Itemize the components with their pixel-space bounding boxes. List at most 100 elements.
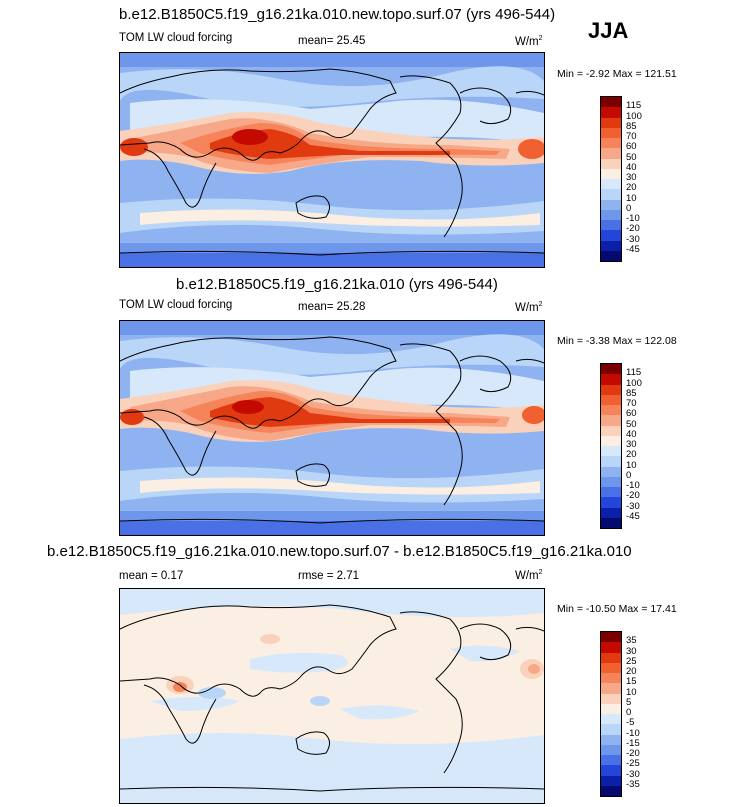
panel-1-colorbar-swatch xyxy=(601,230,621,241)
panel-1-colorbar-swatch xyxy=(601,127,621,138)
panel-2-colorbar-swatch xyxy=(601,405,621,416)
panel-1-colorbar-label: 20 xyxy=(626,182,637,194)
panel-1-colorbar xyxy=(600,96,622,262)
panel-1-colorbar-swatch xyxy=(601,209,621,220)
panel-2-colorbar-swatch xyxy=(601,425,621,436)
panel-3-rmse-label: rmse = 2.71 xyxy=(298,570,360,582)
panel-3-colorbar-swatch xyxy=(601,662,621,673)
panel-1-colorbar-label: 115 xyxy=(626,100,642,112)
panel-3-colorbar-label: -5 xyxy=(626,717,635,729)
panel-3-map xyxy=(119,588,545,804)
panel-1-colorbar-label: 30 xyxy=(626,172,637,183)
panel-3-colorbar-swatch xyxy=(601,744,621,755)
panel-3-colorbar-swatch xyxy=(601,683,621,694)
panel-2-minmax: Min = -3.38 Max = 122.08 xyxy=(557,335,677,347)
panel-2-colorbar-label: 40 xyxy=(626,428,637,440)
panel-3-colorbar-swatch xyxy=(601,642,621,653)
panel-2-colorbar-label: -30 xyxy=(626,500,640,512)
panel-1-colorbar-label: 70 xyxy=(626,131,637,142)
panel-1-minmax: Min = -2.92 Max = 121.51 xyxy=(557,68,677,80)
panel-2-colorbar-swatch xyxy=(601,394,621,405)
panel-2-colorbar-label: 115 xyxy=(626,367,642,379)
panel-3-colorbar-swatch xyxy=(601,632,621,643)
panel-2-variable-label: TOM LW cloud forcing xyxy=(119,299,233,311)
panel-3-colorbar-swatch xyxy=(601,734,621,745)
panel-3-minmax: Min = -10.50 Max = 17.41 xyxy=(557,603,677,615)
panel-3-colorbar-swatch xyxy=(601,765,621,776)
panel-2-colorbar-label: 30 xyxy=(626,439,637,450)
panel-3-units: W/m2 xyxy=(515,569,543,582)
panel-3-title: b.e12.B1850C5.f19_g16.21ka.010.new.topo.… xyxy=(47,543,632,560)
panel-2-colorbar-label: 85 xyxy=(626,387,637,399)
panel-2-colorbar-label: -20 xyxy=(626,490,640,502)
panel-1-colorbar-label: 85 xyxy=(626,120,637,132)
panel-3-colorbar-label: 0 xyxy=(626,707,632,718)
panel-2-colorbar-label: 60 xyxy=(626,408,637,420)
panel-1-colorbar-swatch xyxy=(601,250,621,261)
panel-3-colorbar-swatch xyxy=(601,785,621,796)
panel-1-colorbar-label: -45 xyxy=(626,243,640,255)
panel-2-title: b.e12.B1850C5.f19_g16.21ka.010 (yrs 496-… xyxy=(176,276,498,293)
panel-1-colorbar-label: 10 xyxy=(626,192,637,204)
panel-1-colorbar-swatch xyxy=(601,168,621,179)
panel-1-colorbar-label: -10 xyxy=(626,213,640,224)
panel-3-colorbar-label: 5 xyxy=(626,696,632,708)
panel-2-colorbar-swatch xyxy=(601,384,621,395)
panel-2-colorbar-label: 50 xyxy=(626,418,637,430)
panel-2-colorbar-swatch xyxy=(601,415,621,426)
panel-3-colorbar-swatch xyxy=(601,693,621,704)
panel-3-colorbar-label: 30 xyxy=(626,645,637,657)
panel-2-mean-label: mean= 25.28 xyxy=(298,301,366,313)
panel-3-colorbar xyxy=(600,631,622,797)
panel-2-colorbar-label: 10 xyxy=(626,459,637,471)
panel-3-colorbar-label: -25 xyxy=(626,758,640,770)
panel-1-colorbar-label: 40 xyxy=(626,161,637,173)
panel-1-colorbar-label: 60 xyxy=(626,141,637,153)
panel-2-colorbar xyxy=(600,363,622,529)
panel-3-mean-label: mean = 0.17 xyxy=(119,570,184,582)
panel-3-colorbar-label: 15 xyxy=(626,676,637,688)
panel-3-colorbar-swatch xyxy=(601,714,621,725)
panel-1-mean-label: mean= 25.45 xyxy=(298,35,366,47)
panel-1-colorbar-label: 0 xyxy=(626,202,632,214)
panel-1-colorbar-label: -30 xyxy=(626,233,640,245)
panel-2-colorbar-swatch xyxy=(601,446,621,457)
panel-2-map xyxy=(119,320,545,536)
panel-1-colorbar-label: -20 xyxy=(626,223,640,235)
panel-2-colorbar-swatch xyxy=(601,507,621,518)
panel-2-colorbar-swatch xyxy=(601,435,621,446)
panel-1-colorbar-swatch xyxy=(601,240,621,251)
panel-2-colorbar-swatch xyxy=(601,476,621,487)
panel-1-colorbar-label: 100 xyxy=(626,110,642,122)
panel-1-colorbar-swatch xyxy=(601,97,621,108)
panel-1-map xyxy=(119,52,545,268)
panel-3-colorbar-swatch xyxy=(601,755,621,766)
panel-2-colorbar-swatch xyxy=(601,466,621,477)
season-label: JJA xyxy=(588,18,629,43)
panel-1-colorbar-swatch xyxy=(601,189,621,200)
panel-3-colorbar-label: -30 xyxy=(626,768,640,780)
panel-1-colorbar-swatch xyxy=(601,199,621,210)
panel-1-colorbar-label: 50 xyxy=(626,151,637,163)
panel-3-colorbar-label: -10 xyxy=(626,727,640,739)
panel-3-colorbar-swatch xyxy=(601,673,621,684)
panel-2-colorbar-swatch xyxy=(601,517,621,528)
panel-1-units: W/m2 xyxy=(515,35,543,48)
panel-3-colorbar-label: -35 xyxy=(626,778,640,790)
panel-2-colorbar-swatch xyxy=(601,497,621,508)
panel-1-colorbar-swatch xyxy=(601,107,621,118)
panel-2-colorbar-swatch xyxy=(601,487,621,498)
panel-2-colorbar-label: -45 xyxy=(626,510,640,522)
panel-1-colorbar-swatch xyxy=(601,220,621,231)
panel-2-colorbar-label: 20 xyxy=(626,449,637,461)
panel-2-colorbar-swatch xyxy=(601,374,621,385)
panel-2-colorbar-swatch xyxy=(601,456,621,467)
panel-1-title: b.e12.B1850C5.f19_g16.21ka.010.new.topo.… xyxy=(119,6,556,23)
panel-2-colorbar-swatch xyxy=(601,364,621,375)
panel-2-colorbar-label: 70 xyxy=(626,398,637,409)
panel-1-colorbar-swatch xyxy=(601,148,621,159)
panel-3-colorbar-swatch xyxy=(601,652,621,663)
panel-2-colorbar-label: 0 xyxy=(626,469,632,481)
panel-1-colorbar-swatch xyxy=(601,158,621,169)
panel-1-colorbar-swatch xyxy=(601,138,621,149)
